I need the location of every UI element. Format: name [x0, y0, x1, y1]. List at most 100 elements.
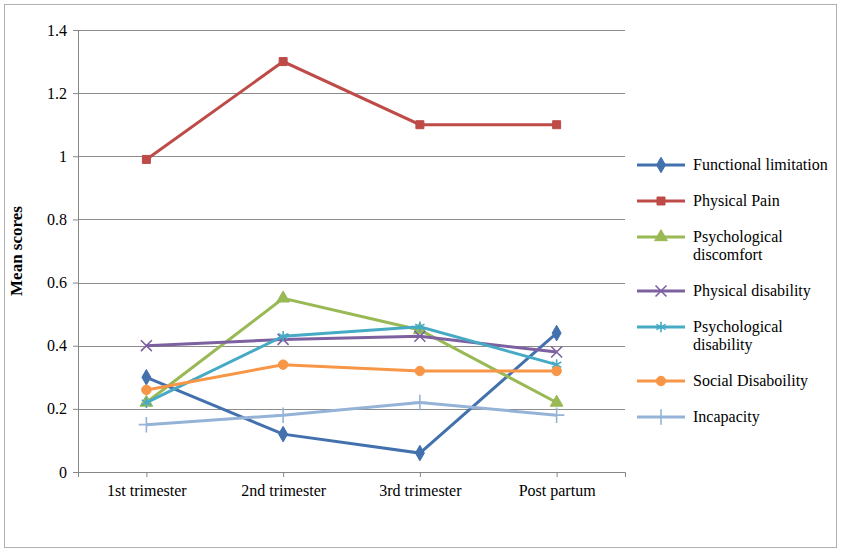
marker — [277, 291, 290, 302]
series — [140, 291, 563, 406]
y-tick-mark — [73, 409, 78, 410]
y-axis-line — [73, 31, 79, 473]
legend-marker — [656, 286, 667, 297]
marker — [279, 331, 288, 342]
marker — [275, 407, 290, 422]
y-axis-title: Mean scores — [7, 206, 26, 296]
marker — [415, 445, 424, 461]
marker — [553, 121, 561, 129]
legend-marker — [656, 322, 665, 333]
legend-item: Physical Pain — [637, 192, 780, 210]
legend-label: Physical Pain — [693, 192, 780, 210]
x-tick: 3rd trimester — [379, 472, 462, 499]
plot-area — [139, 58, 565, 461]
x-tick-label: 3rd trimester — [379, 482, 462, 499]
x-axis-line — [79, 473, 626, 478]
grid-line — [78, 156, 625, 157]
legend-item: Social Disaboility — [637, 372, 808, 390]
grid-line — [78, 283, 625, 284]
marker — [551, 347, 562, 358]
y-tick-label: 1.4 — [47, 22, 67, 39]
legend-label: Psychologicaldisability — [693, 318, 783, 354]
y-tick-mark — [73, 472, 78, 473]
grid-line — [78, 219, 625, 220]
series-line — [146, 298, 556, 402]
marker — [279, 58, 287, 66]
series — [142, 325, 561, 461]
marker — [139, 417, 154, 432]
y-tick: 0.6 — [47, 274, 78, 291]
x-tick-mark — [146, 472, 147, 477]
y-tick-label: 0.2 — [47, 400, 67, 417]
y-tick-label: 0.8 — [47, 211, 67, 228]
x-tick-mark — [557, 472, 558, 477]
y-tick: 0.4 — [47, 337, 78, 354]
legend-label: Physical disability — [693, 282, 811, 300]
y-tick: 1.4 — [47, 22, 78, 39]
marker — [142, 369, 151, 385]
legend-marker — [655, 230, 668, 241]
marker — [141, 340, 152, 351]
legend: Functional limitation Physical Pain Psycho… — [637, 156, 828, 426]
legend-label: Social Disaboility — [693, 372, 808, 390]
y-tick-label: 0 — [59, 464, 67, 481]
y-tick: 0.2 — [47, 400, 78, 417]
legend-label: Incapacity — [693, 408, 760, 426]
y-tick-mark — [73, 30, 78, 31]
y-tick: 1 — [59, 148, 78, 165]
chart-frame — [5, 5, 837, 548]
x-tick-label: Post partum — [519, 482, 596, 500]
grid — [78, 31, 625, 473]
legend-marker — [653, 409, 668, 424]
y-tick: 0 — [59, 464, 78, 481]
marker — [415, 321, 424, 332]
y-axis: 0 0.2 0.4 0.6 0.8 1 1.2 1.4 — [47, 22, 79, 481]
series-line — [146, 365, 556, 390]
x-tick-label: 1st trimester — [107, 482, 187, 499]
legend-item: Functional limitation — [637, 156, 828, 173]
y-tick-mark — [73, 283, 78, 284]
y-tick: 0.8 — [47, 211, 78, 228]
marker — [552, 366, 561, 375]
x-tick: Post partum — [519, 472, 596, 500]
y-tick-mark — [73, 219, 78, 220]
marker — [412, 395, 427, 410]
y-tick-label: 1.2 — [47, 85, 67, 102]
series-line — [146, 62, 556, 160]
legend-marker — [657, 197, 665, 205]
marker — [142, 385, 151, 394]
legend-item: Psychologicaldisability — [637, 318, 783, 354]
marker — [142, 155, 150, 163]
marker — [550, 395, 563, 406]
series — [141, 331, 562, 358]
x-tick: 1st trimester — [107, 472, 187, 499]
y-tick: 1.2 — [47, 85, 78, 102]
legend-marker — [656, 376, 665, 385]
marker — [552, 325, 561, 341]
y-tick-mark — [73, 156, 78, 157]
series-line — [146, 403, 556, 425]
x-tick: 2nd trimester — [241, 472, 327, 499]
series-line — [146, 333, 556, 453]
chart: 0 0.2 0.4 0.6 0.8 1 1.2 1.4 1st trimester 2nd tri… — [0, 0, 842, 553]
legend-item: Incapacity — [637, 408, 760, 426]
legend-label: Functional limitation — [693, 156, 828, 173]
series — [142, 360, 562, 395]
legend-label: Psychologicaldiscomfort — [693, 228, 783, 263]
series — [142, 321, 562, 407]
y-tick-mark — [73, 346, 78, 347]
marker — [278, 360, 287, 369]
series-line — [146, 336, 556, 352]
marker — [549, 407, 564, 422]
series — [139, 395, 565, 433]
y-tick-label: 1 — [59, 148, 67, 165]
marker — [415, 366, 424, 375]
legend-item: Psychologicaldiscomfort — [637, 228, 783, 263]
marker — [416, 121, 424, 129]
x-tick-mark — [420, 472, 421, 477]
x-tick-label: 2nd trimester — [241, 482, 327, 499]
legend-marker — [657, 157, 666, 173]
series — [142, 58, 560, 164]
legend-item: Physical disability — [637, 282, 811, 300]
y-tick-label: 0.6 — [47, 274, 67, 291]
